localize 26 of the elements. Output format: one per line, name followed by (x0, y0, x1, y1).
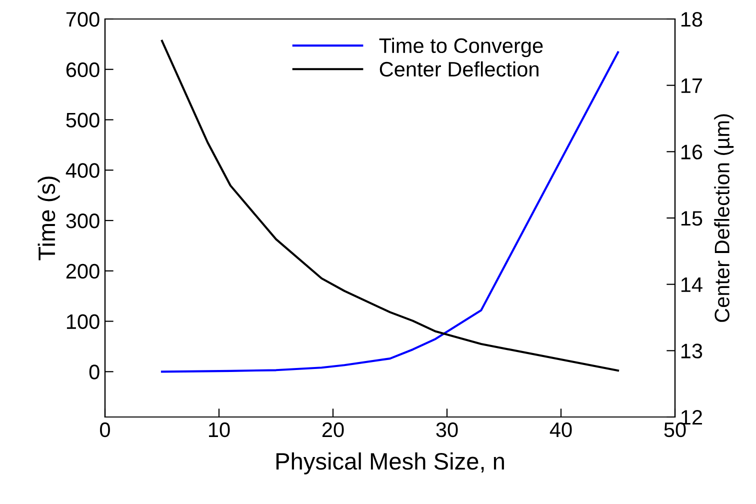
x-tick-label: 50 (664, 422, 686, 438)
y2-tick-label: 17 (681, 78, 702, 93)
x-tick-label: 20 (322, 422, 344, 438)
y-tick-label: 400 (66, 163, 100, 178)
y2-tick-label: 18 (681, 12, 702, 27)
y2-tick-label: 14 (681, 278, 702, 292)
y-tick-label: 700 (66, 12, 100, 27)
y2-tick-label: 13 (681, 344, 702, 358)
y2-tick-label: 12 (681, 410, 702, 425)
x-axis-title: Physical Mesh Size, n (276, 452, 504, 474)
y-tick-label: 600 (66, 62, 100, 78)
y-tick-label: 0 (89, 364, 100, 380)
x-tick-label: 40 (550, 422, 572, 438)
y-tick-label: 300 (66, 214, 100, 228)
y-tick-label: 200 (66, 264, 100, 279)
legend-label: Time to Converge (379, 38, 543, 58)
x-tick-label: 30 (436, 422, 458, 438)
y2-tick-label: 15 (681, 211, 702, 226)
x-tick-label: 0 (100, 422, 110, 438)
y2-tick-label: 16 (681, 144, 702, 160)
y-tick-label: 100 (66, 314, 100, 330)
y-tick-label: 500 (66, 112, 100, 128)
y-axis-title: Time (s) (38, 176, 60, 260)
y2-axis-title: Center Deflection (µm) (714, 114, 734, 322)
legend-label: Center Deflection (380, 61, 538, 77)
x-tick-label: 10 (209, 422, 230, 438)
